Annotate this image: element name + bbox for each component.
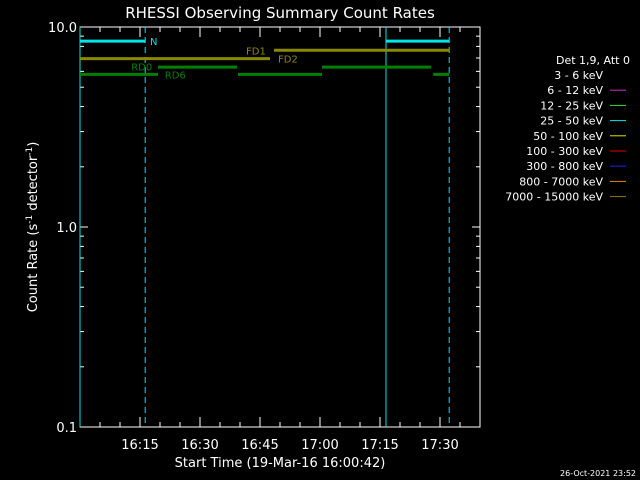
- segment-label: FD1: [246, 46, 266, 57]
- legend-entry-label: 100 - 300 keV: [526, 145, 603, 158]
- legend-entry-label: 25 - 50 keV: [540, 115, 603, 128]
- legend-entry-label: 6 - 12 keV: [547, 84, 603, 97]
- legend-entry-label: 50 - 100 keV: [533, 130, 603, 143]
- legend-entry-label: 300 - 800 keV: [526, 160, 603, 173]
- x-tick-label: 17:15: [361, 438, 398, 453]
- y-tick-label: 10.0: [48, 21, 77, 36]
- chart-title: RHESSI Observing Summary Count Rates: [125, 4, 435, 22]
- legend-entry-label: 7000 - 15000 keV: [505, 191, 603, 204]
- legend-entry-label: 800 - 7000 keV: [519, 175, 603, 188]
- x-tick-label: 16:15: [121, 438, 158, 453]
- x-axis-label: Start Time (19-Mar-16 16:00:42): [175, 456, 386, 471]
- legend-entry-label: 12 - 25 keV: [540, 99, 603, 112]
- segment-label: FD2: [278, 55, 298, 66]
- y-tick-label: 1.0: [56, 221, 77, 236]
- segment-label: RD0: [131, 62, 152, 73]
- night-boundaries: [80, 27, 449, 427]
- legend-entry-label: 3 - 6 keV: [554, 69, 603, 82]
- segment-label: N: [150, 37, 157, 48]
- y-axis-label: Count Rate (s-1 detector-1): [25, 142, 41, 313]
- x-tick-label: 17:30: [421, 438, 458, 453]
- x-tick-label: 16:30: [181, 438, 218, 453]
- plot-frame: [80, 27, 480, 427]
- legend-header: Det 1,9, Att 0: [556, 54, 630, 67]
- segment-label: RD6: [165, 70, 186, 81]
- footer-timestamp: 26-Oct-2021 23:52: [560, 469, 636, 478]
- x-tick-label: 16:45: [241, 438, 278, 453]
- axis-ticks: 0.1 1.0 10.0 16:15 16:30 16:45 17:00 17:15 17:30: [48, 21, 480, 453]
- legend: Det 1,9, Att 0 3 - 6 keV 6 - 12 keV 12 - 25…: [505, 54, 630, 204]
- y-tick-label: 0.1: [56, 421, 77, 436]
- plot-border: [80, 27, 480, 427]
- x-tick-label: 17:00: [301, 438, 338, 453]
